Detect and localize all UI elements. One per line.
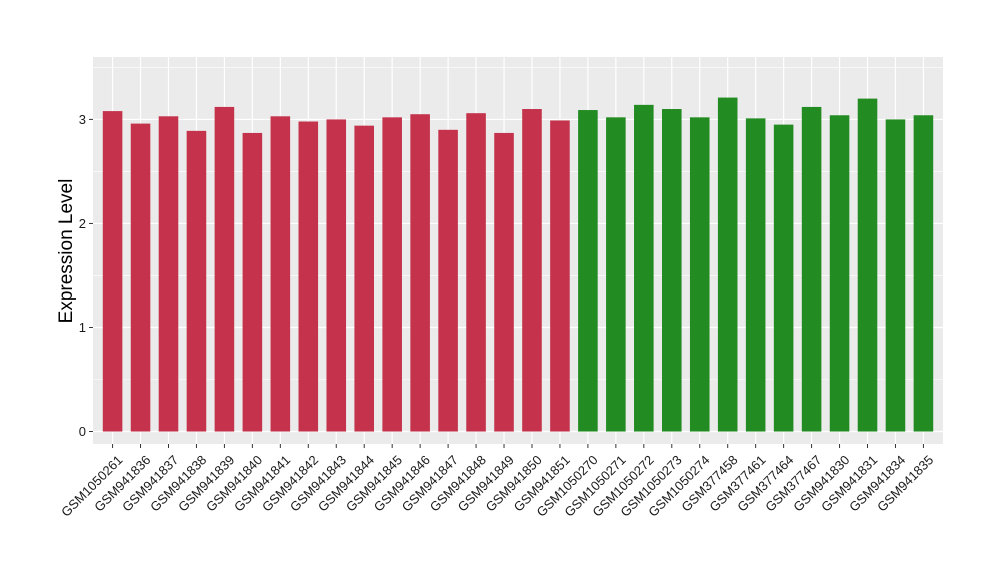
bar-gsm1050274 xyxy=(689,117,710,432)
bar-gsm1050270 xyxy=(578,110,598,432)
bar-gsm941842 xyxy=(298,121,319,432)
y-tick-label: 2 xyxy=(79,216,86,231)
y-tick-label: 1 xyxy=(79,320,86,335)
bar-gsm941838 xyxy=(186,130,207,432)
bar-gsm1050261 xyxy=(102,111,123,432)
y-tick-label: 3 xyxy=(79,112,86,127)
bar-gsm941834 xyxy=(885,119,906,432)
bar-gsm941839 xyxy=(214,106,235,432)
bar-gsm941851 xyxy=(550,120,570,432)
bar-gsm941849 xyxy=(494,132,514,432)
y-axis: 0 1 2 3 xyxy=(79,112,93,439)
bar-gsm941843 xyxy=(326,119,347,432)
bar-gsm377464 xyxy=(773,124,794,432)
bar-gsm941836 xyxy=(130,123,151,432)
bar-gsm377458 xyxy=(717,97,738,432)
bar-gsm941840 xyxy=(242,132,263,432)
bar-gsm941835 xyxy=(913,115,934,432)
bar-gsm1050272 xyxy=(634,104,654,432)
bar-gsm941845 xyxy=(382,117,402,432)
bar-gsm941831 xyxy=(857,98,878,432)
bar-gsm941837 xyxy=(158,116,179,432)
bar-gsm941847 xyxy=(438,129,458,432)
y-axis-title: Expression Level xyxy=(56,179,77,324)
bar-gsm941850 xyxy=(522,109,542,432)
bar-gsm941830 xyxy=(829,115,850,432)
bar-gsm941844 xyxy=(354,125,375,432)
bars xyxy=(102,97,934,432)
bar-gsm377461 xyxy=(745,118,766,432)
y-tick-label: 0 xyxy=(79,424,86,439)
bar-gsm941841 xyxy=(270,116,291,432)
bar-gsm941848 xyxy=(466,113,486,432)
bar-gsm941846 xyxy=(410,114,430,432)
x-axis: GSM1050261GSM941836GSM941837GSM941838GSM… xyxy=(58,444,936,520)
bar-gsm1050273 xyxy=(661,109,682,432)
bar-gsm377467 xyxy=(801,106,822,432)
bar-gsm1050271 xyxy=(606,117,626,432)
